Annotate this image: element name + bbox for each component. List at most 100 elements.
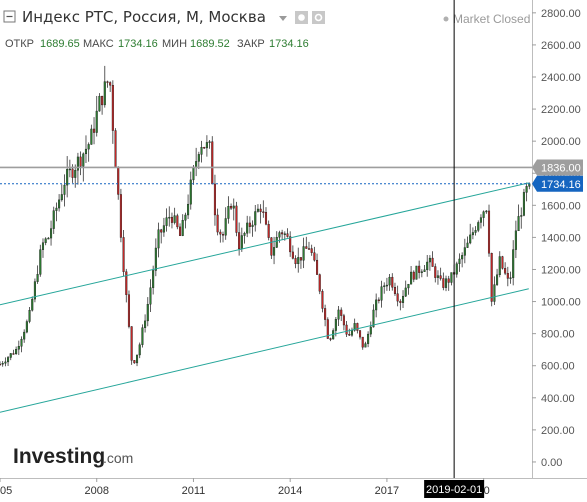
candle-body [208, 141, 211, 143]
candle-body [385, 284, 388, 287]
candle-body [469, 234, 472, 244]
chart-title: Индекс РТС, Россия, М, Москва [22, 8, 266, 26]
candle-body [114, 130, 117, 168]
status-dot-icon [443, 16, 449, 22]
candle-body [63, 184, 66, 195]
candle-body [485, 210, 488, 213]
candle-body [262, 211, 265, 213]
price-tag-label: 1734.16 [541, 179, 581, 191]
candle-body [15, 349, 18, 355]
candle-body [4, 361, 7, 364]
candle-body [267, 224, 270, 238]
candle-body [23, 331, 26, 340]
candle-body [455, 263, 458, 275]
candle-body [434, 266, 437, 278]
candle-body [318, 274, 321, 292]
candle-body [461, 255, 464, 260]
candle-body [396, 293, 399, 302]
candle-body [275, 237, 278, 248]
candle-body [243, 233, 246, 236]
candle-body [404, 287, 407, 297]
candle-body [160, 229, 163, 233]
candle-body [173, 215, 176, 223]
candle-body [428, 257, 431, 263]
candle-body [514, 230, 517, 250]
settings-icon-box[interactable] [295, 11, 308, 24]
candle-body [238, 232, 241, 250]
candle-body [477, 222, 480, 231]
y-tick-label: 600.00 [541, 361, 575, 373]
candle-body [410, 271, 413, 285]
candle-body [200, 147, 203, 155]
candle-body [310, 248, 313, 253]
candle-body [187, 203, 190, 216]
candle-body [28, 310, 31, 322]
gear-ring [314, 13, 323, 22]
candle-body [522, 192, 525, 216]
candle-body [270, 237, 273, 256]
candle-body [442, 278, 445, 288]
time-axis[interactable]: 2005200820112014201720 [0, 478, 490, 497]
price-tag-bg [532, 159, 583, 176]
candle-body [401, 295, 405, 303]
candle-body [496, 274, 499, 285]
candle-body [47, 237, 50, 240]
gear-icon[interactable] [312, 11, 325, 24]
candle-body [506, 273, 509, 279]
candle-body [216, 214, 219, 233]
trendline[interactable] [0, 288, 529, 413]
logo-wordmark: Investing [13, 445, 105, 468]
candle-body [294, 258, 297, 265]
candle-body [439, 275, 442, 279]
x-tick-label: 2011 [182, 485, 206, 497]
candle-body [474, 230, 477, 233]
candle-body [66, 169, 69, 186]
y-tick-label: 800.00 [541, 329, 575, 341]
candle-body [450, 272, 453, 283]
candle-body [251, 224, 254, 227]
investing-logo: Investing .com [13, 445, 133, 468]
ohlc-open: ОТКР 1689.65 [5, 38, 80, 50]
candle-body [501, 256, 504, 269]
candle-body [221, 233, 225, 236]
y-tick-label: 200.00 [541, 425, 575, 437]
candle-body [278, 232, 281, 238]
price-tag: 1836.00 [532, 159, 583, 176]
candle-body [33, 281, 36, 300]
crosshair-date-bg [424, 480, 485, 498]
collapse-toggle[interactable] [3, 10, 16, 23]
candle-body [162, 225, 165, 233]
candle-body [391, 276, 394, 288]
candle-body [71, 168, 74, 178]
candle-body [122, 237, 125, 272]
candle-body [203, 147, 206, 149]
candle-body [337, 309, 340, 320]
candle-body [418, 265, 421, 273]
candle-body [25, 321, 28, 333]
candle-body [313, 252, 316, 261]
trendline[interactable] [0, 182, 529, 306]
ohlc-row: ОТКР 1689.65 МАКС 1734.16 МИН 1689.52 ЗАКР 1… [5, 38, 309, 50]
candle-body [192, 167, 195, 181]
price-tag: 1734.16 [532, 175, 583, 192]
candle-body [291, 251, 294, 259]
gear-icon-box[interactable] [312, 11, 325, 24]
candle-body [141, 327, 144, 345]
candle-body [157, 229, 160, 249]
candle-body [353, 323, 356, 331]
price-axis[interactable]: 0.00 200.00 400.00 600.00 800.00 1000.00 1200.… [532, 8, 583, 469]
candle-body [359, 330, 362, 338]
price-tag-label: 1836.00 [541, 162, 581, 174]
chevron-down-icon[interactable] [279, 16, 287, 21]
y-tick-label: 1000.00 [541, 297, 581, 309]
candle-body [431, 257, 434, 267]
candle-body [232, 205, 235, 209]
candle-body [324, 308, 327, 320]
candle-body [55, 207, 58, 211]
candle-body [36, 274, 39, 282]
candle-body [17, 346, 20, 350]
crosshair-date-tag: 2019-02-01 [424, 480, 485, 498]
candle-body [380, 286, 383, 301]
